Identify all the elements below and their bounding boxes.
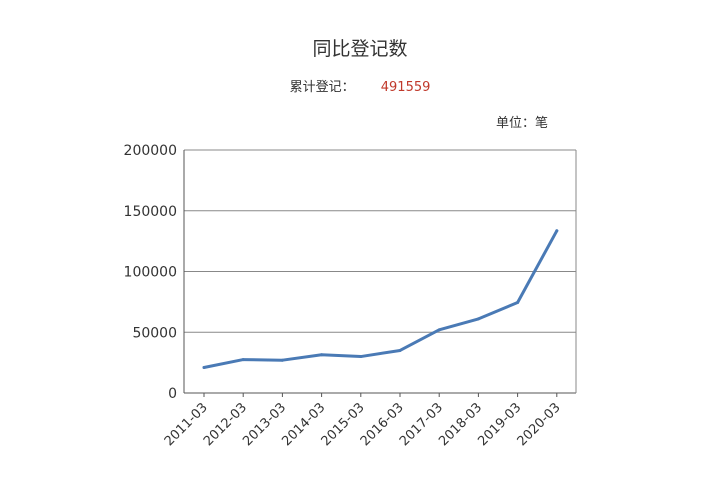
cumulative-label: 累计登记： [289,80,355,95]
data-point-0-7 [476,317,480,321]
y-tick-label-1: 50000 [132,325,177,341]
y-tick-label-3: 150000 [124,204,177,220]
y-tick-label-0: 0 [168,386,177,402]
data-point-0-3 [320,353,324,357]
unit-label: 单位：笔 [496,116,549,131]
series-line-0 [202,229,559,369]
cumulative-value: 491559 [380,80,431,95]
y-tick-label-4: 200000 [124,143,177,159]
data-point-0-2 [280,358,284,362]
data-point-0-0 [202,365,206,369]
data-point-0-8 [516,300,520,304]
data-point-0-6 [437,328,441,332]
data-point-0-1 [241,358,245,362]
y-tick-label-2: 100000 [124,265,177,281]
data-point-0-9 [555,229,559,233]
data-point-0-4 [359,355,363,359]
chart-title: 同比登记数 [312,38,408,60]
data-point-0-5 [398,348,402,352]
x-tick-label-9: 2020-03 [515,400,564,449]
cumulative-summary: 累计登记： 491559 [0,76,720,95]
